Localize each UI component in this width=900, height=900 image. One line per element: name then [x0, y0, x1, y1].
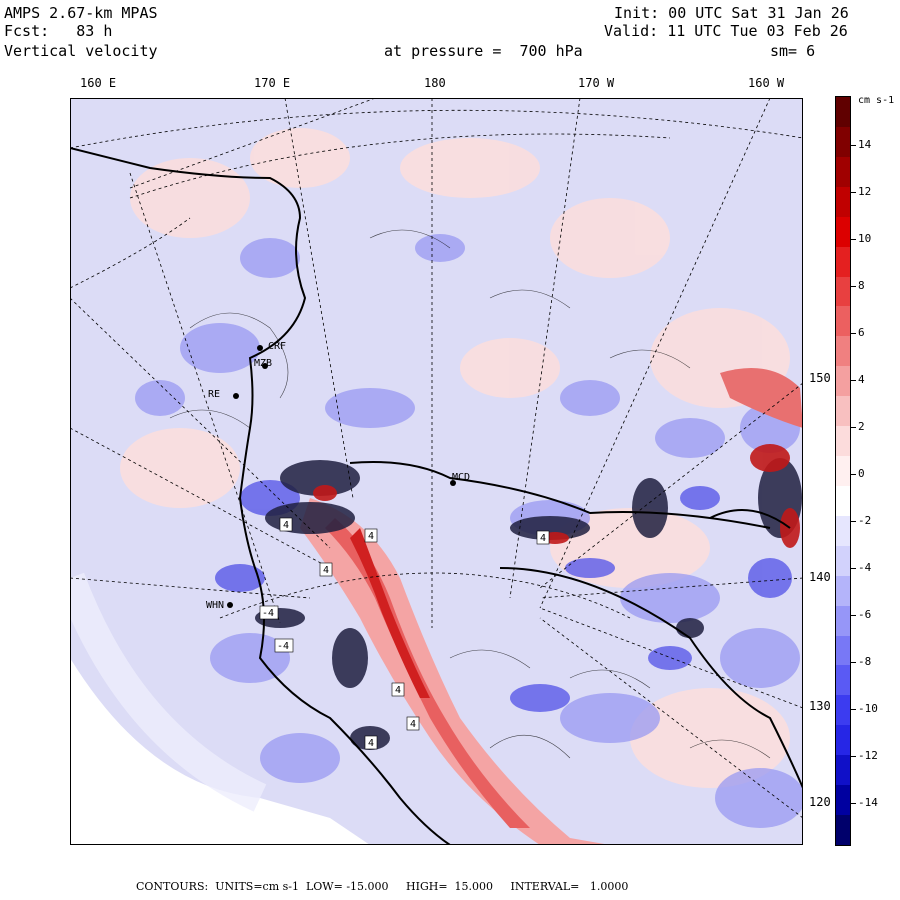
colorbar-tick-label: -6: [858, 608, 872, 621]
vertical-velocity-map: 4 4 4 4 4 -4 -4 4 4: [70, 98, 803, 845]
colorbar-tick-label: -8: [858, 655, 872, 668]
init-time: Init: 00 UTC Sat 31 Jan 26: [614, 4, 849, 22]
station-label-re: RE: [208, 389, 221, 400]
colorbar-tick-label: 6: [858, 326, 865, 339]
colorbar-tick-label: -10: [858, 702, 878, 715]
station-label-crf: CRF: [268, 341, 287, 352]
colorbar-segment: [836, 276, 850, 307]
colorbar-segment: [836, 755, 850, 786]
contour-label: 4: [540, 533, 546, 544]
station-re-dot: [233, 393, 239, 399]
colorbar-tick-label: 12: [858, 185, 872, 198]
colorbar-tick: [851, 662, 856, 663]
colorbar-segment: [836, 515, 850, 547]
contour-label: -4: [277, 641, 289, 652]
colorbar-segment: [836, 246, 850, 277]
colorbar-segment: [836, 426, 850, 457]
colorbar-tick-label: 0: [858, 467, 865, 480]
colorbar-tick: [851, 803, 856, 804]
colorbar-segment: [836, 336, 850, 367]
colorbar-tick: [851, 145, 856, 146]
colorbar-tick: [851, 474, 856, 475]
pressure-level: at pressure = 700 hPa: [384, 42, 583, 60]
colorbar-tick-label: -4: [858, 561, 872, 574]
colorbar-segment: [836, 785, 850, 816]
colorbar-segment: [836, 366, 850, 397]
colorbar-tick: [851, 427, 856, 428]
colorbar-tick: [851, 380, 856, 381]
colorbar: [835, 96, 851, 846]
colorbar-tick-label: 8: [858, 279, 865, 292]
colorbar-tick: [851, 568, 856, 569]
contour-label: 4: [283, 520, 289, 531]
colorbar-segment: [836, 725, 850, 756]
colorbar-segment: [836, 126, 850, 158]
open-ocean-area: [70, 658, 370, 845]
lon-label-160e: 160 E: [80, 76, 117, 90]
contour-label: 4: [323, 565, 329, 576]
colorbar-segment: [836, 695, 850, 726]
lon-label-170e: 170 E: [254, 76, 291, 90]
colorbar-segment: [836, 456, 850, 487]
colorbar-segment: [836, 216, 850, 248]
lon-label-160w: 160 W: [748, 76, 785, 90]
station-label-whn: WHN: [206, 600, 225, 611]
colorbar-tick: [851, 333, 856, 334]
colorbar-tick: [851, 709, 856, 710]
colorbar-segment: [836, 815, 850, 846]
field-name: Vertical velocity: [4, 42, 158, 60]
colorbar-tick-label: -14: [858, 796, 878, 809]
colorbar-segment: [836, 97, 850, 128]
contour-label: 4: [395, 685, 401, 696]
valid-time: Valid: 11 UTC Tue 03 Feb 26: [604, 22, 848, 40]
colorbar-segment: [836, 396, 850, 427]
station-mcd-dot: [450, 480, 456, 486]
colorbar-tick-label: 10: [858, 232, 872, 245]
colorbar-segment: [836, 156, 850, 188]
colorbar-segment: [836, 485, 850, 517]
colorbar-tick: [851, 756, 856, 757]
colorbar-tick: [851, 286, 856, 287]
colorbar-tick-label: 14: [858, 138, 872, 151]
colorbar-tick: [851, 615, 856, 616]
model-title: AMPS 2.67-km MPAS: [4, 4, 158, 22]
station-label-mcd: MCD: [452, 472, 471, 483]
colorbar-segment: [836, 665, 850, 696]
colorbar-segment: [836, 186, 850, 218]
contour-label: 4: [368, 738, 374, 749]
graticule: [70, 98, 803, 819]
contour-label: 4: [368, 531, 374, 542]
colorbar-segment: [836, 575, 850, 607]
colorbar-segment: [836, 605, 850, 637]
colorbar-tick: [851, 192, 856, 193]
colorbar-tick: [851, 239, 856, 240]
colorbar-tick-label: -2: [858, 514, 872, 527]
colorbar-tick-label: 2: [858, 420, 865, 433]
colorbar-segment: [836, 635, 850, 666]
colorbar-segment: [836, 306, 850, 337]
smoothing: sm= 6: [770, 42, 816, 60]
station-crf-dot: [257, 345, 263, 351]
station-label-mzb: MZB: [254, 358, 273, 369]
contour-label: 4: [410, 719, 416, 730]
contour-label: -4: [262, 608, 274, 619]
map-frame: [70, 98, 803, 845]
lon-label-180: 180: [424, 76, 446, 90]
lon-label-170w: 170 W: [578, 76, 615, 90]
weak-ascent-areas: [120, 128, 790, 788]
colorbar-tick-label: -12: [858, 749, 878, 762]
colorbar-unit: cm s-1: [858, 95, 895, 106]
colorbar-tick-label: 4: [858, 373, 865, 386]
station-mzb-dot: [262, 363, 268, 369]
forecast-hour: Fcst: 83 h: [4, 22, 113, 40]
station-whn-dot: [227, 602, 233, 608]
colorbar-segment: [836, 545, 850, 577]
colorbar-tick: [851, 521, 856, 522]
contour-info-footer: CONTOURS: UNITS=cm s-1 LOW= -15.000 HIGH…: [136, 880, 629, 893]
